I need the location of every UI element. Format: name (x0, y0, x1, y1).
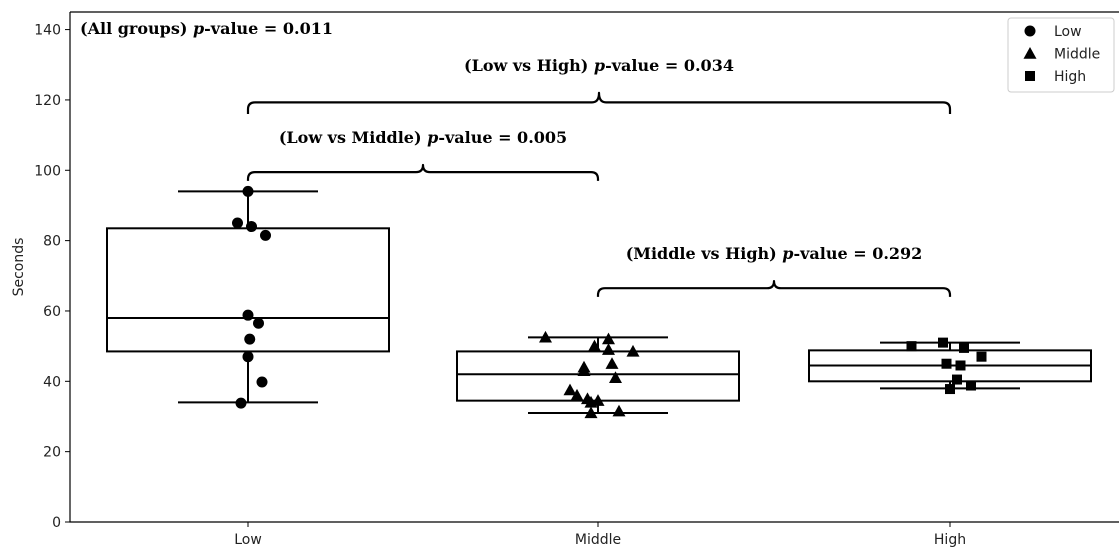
data-point-low (242, 309, 254, 321)
y-tick-label: 60 (43, 304, 61, 320)
iqr-box (456, 350, 740, 402)
data-point-low (246, 221, 257, 233)
data-point-low (242, 185, 254, 197)
data-point-high (941, 358, 952, 369)
bracket-line (246, 91, 952, 114)
data-point-high (906, 341, 917, 352)
data-point-middle (563, 383, 577, 396)
data-point-high (938, 337, 948, 348)
bracket-low-middle: (Low vs Middle) p-value = 0.005 (246, 128, 600, 181)
legend-triangle-icon (1023, 47, 1037, 59)
data-point-middle (626, 344, 640, 357)
x-axis-ticks: Low Middle High (234, 522, 966, 548)
y-tick-label: 140 (34, 23, 61, 39)
data-point-high (959, 342, 969, 353)
data-point-middle (605, 357, 619, 369)
data-point-low (260, 229, 271, 241)
data-point-middle (609, 371, 622, 383)
data-points (232, 185, 987, 419)
y-tick-label: 120 (34, 93, 61, 109)
y-tick-label: 0 (52, 515, 61, 531)
data-point-high (952, 374, 962, 385)
bracket-label: (Middle vs High) p-value = 0.292 (626, 244, 923, 263)
y-tick-label: 40 (43, 374, 61, 390)
data-point-low (232, 217, 243, 229)
bracket-label: (Low vs High) p-value = 0.034 (464, 56, 734, 75)
data-point-high (976, 351, 987, 362)
y-tick-label: 80 (43, 234, 61, 250)
bracket-middle-high: (Middle vs High) p-value = 0.292 (596, 244, 952, 297)
y-tick-label: 100 (34, 163, 61, 179)
data-point-low (244, 333, 256, 345)
data-point-middle (584, 406, 598, 419)
data-point-high (945, 384, 955, 395)
bracket-low-high: (Low vs High) p-value = 0.034 (246, 56, 952, 114)
data-point-middle (612, 404, 626, 417)
data-point-middle (570, 388, 584, 401)
all-groups-annotation: (All groups) p-value = 0.011 (80, 19, 333, 38)
iqr-box (106, 227, 390, 353)
data-point-low (242, 351, 254, 363)
x-tick-label: Low (234, 532, 262, 548)
bracket-label: (Low vs Middle) p-value = 0.005 (279, 128, 567, 147)
y-tick-label: 20 (43, 445, 61, 461)
data-point-low (256, 376, 268, 388)
data-point-high (955, 360, 966, 371)
data-point-low (253, 317, 264, 329)
x-tick-label: High (934, 532, 966, 548)
axis-lines (69, 12, 1119, 523)
x-tick-label: Middle (575, 532, 621, 548)
legend-circle-icon (1024, 25, 1036, 37)
legend: Low Middle High (1007, 17, 1115, 93)
legend-label: Low (1054, 24, 1082, 40)
data-point-middle (588, 339, 601, 352)
y-axis-label: Seconds (11, 238, 27, 297)
comparison-brackets: (Low vs High) p-value = 0.034 (Low vs Mid… (246, 56, 952, 297)
y-axis-ticks: 0 20 40 60 80 100 120 140 (34, 23, 70, 531)
data-point-middle (602, 343, 615, 355)
data-point-middle (584, 395, 598, 408)
legend-square-icon (1025, 71, 1035, 81)
data-point-low (235, 397, 247, 409)
data-point-middle (602, 332, 615, 345)
plot-frame (69, 11, 1119, 523)
box-low (106, 190, 390, 404)
legend-label: High (1054, 69, 1086, 85)
bracket-line (596, 279, 952, 297)
data-point-high (966, 380, 976, 391)
data-point-middle (539, 330, 552, 343)
data-point-middle (577, 364, 591, 376)
bracket-line (246, 163, 600, 181)
legend-label: Middle (1054, 47, 1100, 63)
